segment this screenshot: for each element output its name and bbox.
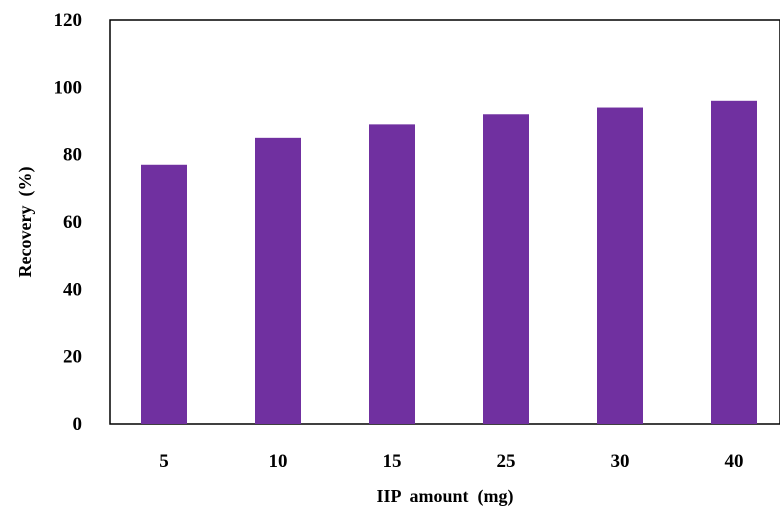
y-tick-label: 0: [73, 414, 83, 435]
x-tick-label: 5: [159, 451, 169, 472]
x-axis-title: IIP amount (mg): [376, 486, 513, 507]
bar-group: [141, 100, 757, 425]
y-axis-tick-labels: 0 20 40 60 80 100 120: [54, 10, 83, 435]
bar: [141, 164, 187, 424]
x-axis-tick-labels: 5 10 15 25 30 40: [159, 451, 743, 472]
x-tick-label: 30: [611, 451, 630, 472]
bar: [255, 137, 301, 425]
y-tick-label: 20: [63, 347, 82, 368]
x-tick-label: 15: [383, 451, 402, 472]
y-tick-label: 100: [54, 77, 83, 98]
plot-area: [109, 19, 780, 425]
bar: [711, 100, 757, 425]
plot-area-border: [109, 19, 780, 425]
y-axis-title: Recovery (%): [15, 167, 36, 278]
x-tick-label: 25: [497, 451, 516, 472]
bar: [597, 107, 643, 425]
y-tick-label: 120: [54, 10, 83, 31]
bar: [369, 124, 415, 424]
y-tick-label: 60: [63, 212, 82, 233]
bar: [483, 114, 529, 425]
x-tick-label: 10: [269, 451, 288, 472]
x-tick-label: 40: [725, 451, 744, 472]
y-tick-label: 40: [63, 279, 82, 300]
y-tick-label: 80: [63, 145, 82, 166]
